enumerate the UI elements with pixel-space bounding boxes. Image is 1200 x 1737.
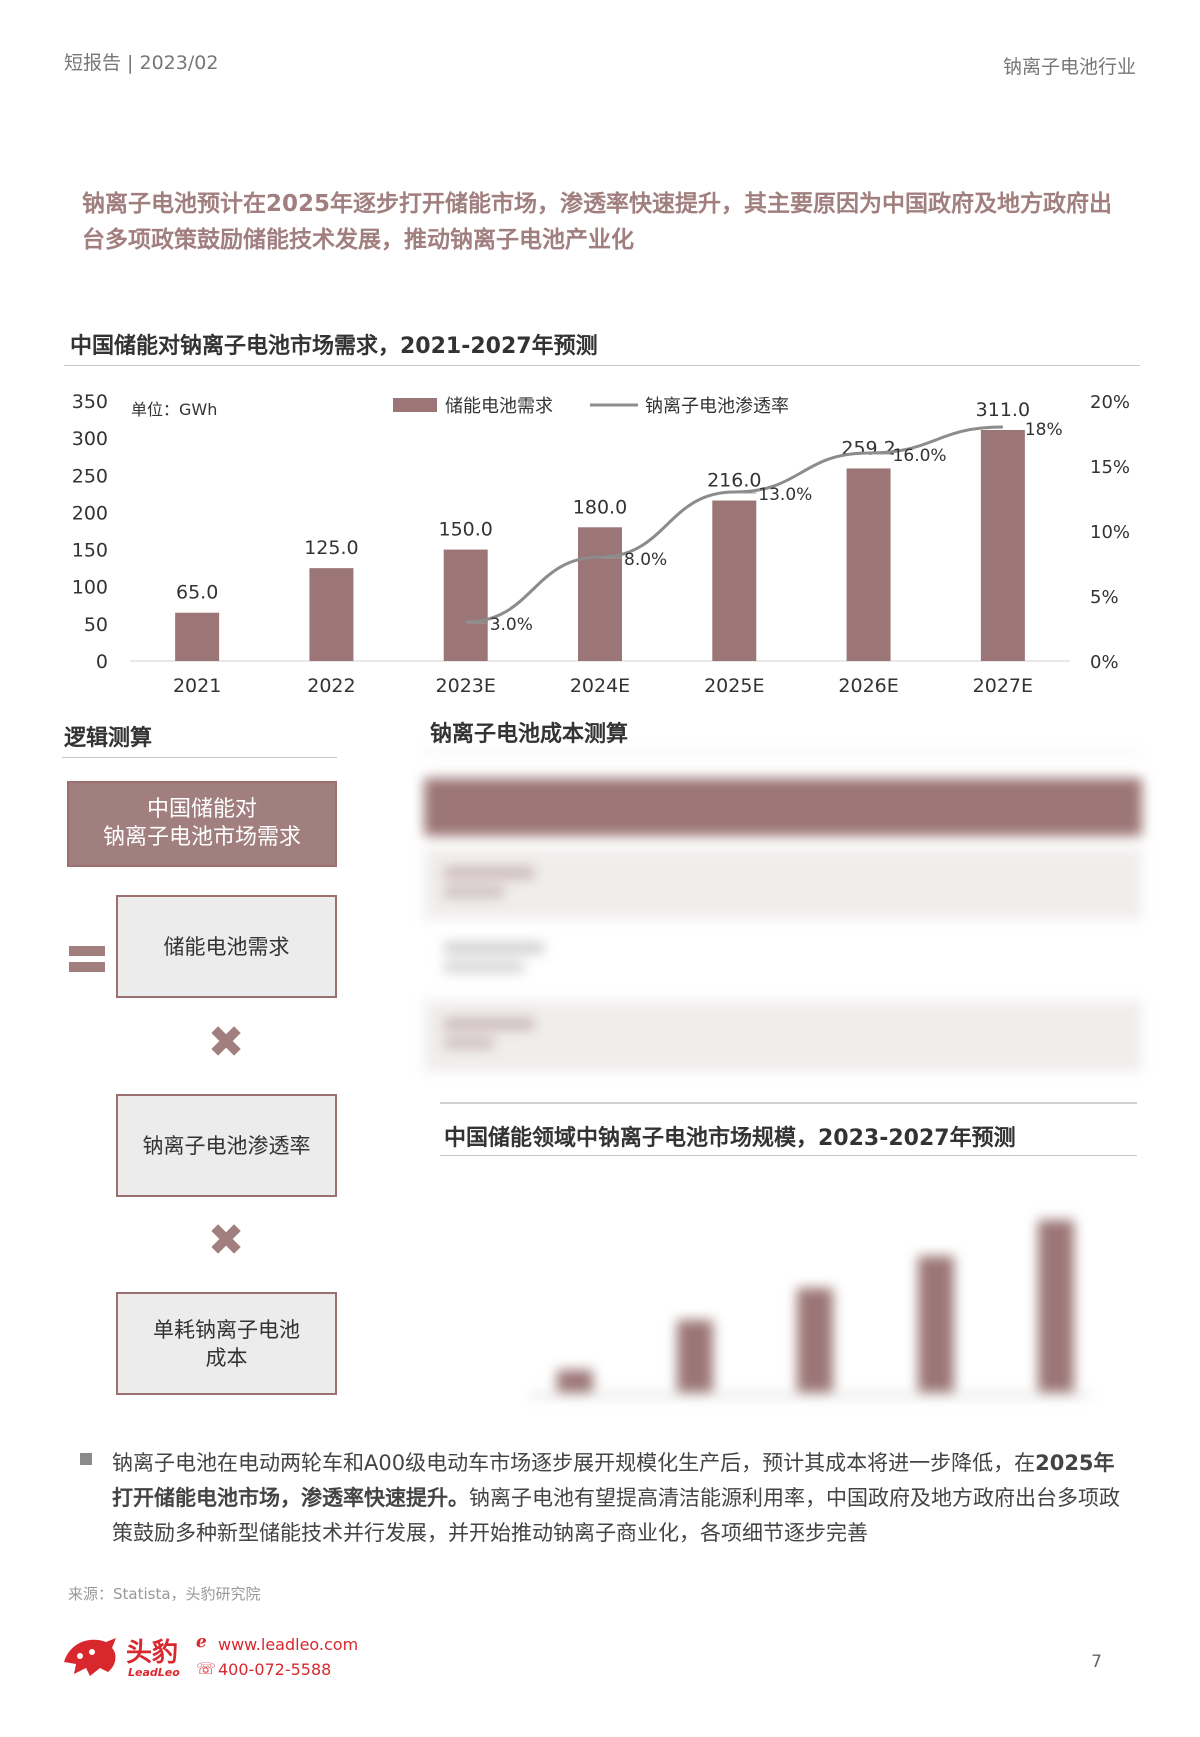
y-left-tick-label: 50: [84, 614, 108, 636]
bar-value-label: 216.0: [707, 470, 761, 492]
bar-value-label: 125.0: [304, 537, 358, 559]
lead-paragraph: 钠离子电池预计在2025年逐步打开储能市场，渗透率快速提升，其主要原因为中国政府…: [82, 191, 1113, 253]
logic-box-demand: 储能电池需求: [116, 895, 337, 998]
brand-name-en: LeadLeo: [128, 1666, 180, 1679]
x-tick-label: 2023E: [436, 675, 496, 697]
bar-value-label: 259.2: [841, 437, 895, 459]
bullet-icon: [80, 1453, 92, 1465]
y-left-tick-label: 100: [72, 577, 108, 599]
x-tick-label: 2021: [173, 675, 221, 697]
x-tick-label: 2024E: [570, 675, 630, 697]
logic-title-rule: [62, 757, 337, 758]
line-value-label: 18%: [1025, 420, 1063, 440]
page-number: 7: [1091, 1652, 1102, 1672]
y-left-tick-label: 200: [72, 502, 108, 524]
chart2-title-rule: [440, 1155, 1137, 1156]
line-value-label: 8.0%: [624, 550, 667, 570]
line-value-label: 16.0%: [893, 446, 947, 466]
bar-value-label: 311.0: [976, 399, 1030, 421]
line-value-label: 3.0%: [490, 615, 533, 635]
y-right-tick-label: 20%: [1090, 392, 1130, 413]
report-tag: 短报告 | 2023/02: [64, 52, 219, 74]
y-right-tick-label: 15%: [1090, 457, 1130, 478]
penetration-line: [465, 425, 1003, 624]
demand-chart: 0 50 100 150 200 250 300 350 0% 5% 10% 15% 20% 单位：GWh…: [72, 391, 1130, 697]
x-tick-label: 2026E: [838, 675, 898, 697]
industry-name: 钠离子电池行业: [1002, 56, 1136, 78]
footnote-part1: 钠离子电池在电动两轮车和A00级电动车市场逐步展开规模化生产后，预计其成本将进一…: [112, 1451, 1036, 1475]
bar-2026E: [846, 468, 891, 661]
y-left-tick-label: 300: [72, 428, 108, 450]
multiply-icon: ✖: [207, 1215, 245, 1266]
bar-value-label: 150.0: [439, 519, 493, 541]
cost-table-title: 钠离子电池成本测算: [430, 722, 629, 747]
line-value-label: 13.0%: [758, 485, 812, 505]
phone-number: 400-072-5588: [218, 1660, 332, 1679]
logic-main-box: 中国储能对 钠离子电池市场需求: [67, 781, 337, 867]
footnote-part2: 钠离子电池有望提高清洁能源利用率，中国政府及地方政府出台多项政策鼓励多种新型储能…: [112, 1486, 1120, 1545]
y-left-tick-label: 250: [72, 465, 108, 487]
cost-table-blurred: [424, 752, 1142, 1082]
legend-label-line: 钠离子电池渗透率: [645, 396, 789, 417]
chart2-title: 中国储能领域中钠离子电池市场规模，2023-2027年预测: [444, 1126, 1016, 1151]
leopard-logo-icon: [60, 1632, 120, 1682]
unit-label: 单位：GWh: [131, 400, 217, 419]
legend-label-bar: 储能电池需求: [445, 396, 553, 417]
bar-2022: [309, 568, 354, 661]
phone-icon: ☏: [196, 1659, 217, 1678]
bar-2025E: [712, 500, 757, 661]
bar-value-label: 180.0: [573, 496, 627, 518]
chart1-title: 中国储能对钠离子电池市场需求，2021-2027年预测: [70, 334, 598, 359]
y-left-tick-label: 150: [72, 540, 108, 562]
bar-2024E: [578, 527, 622, 661]
y-right-tick-label: 10%: [1090, 522, 1130, 543]
bar-2021: [175, 612, 220, 661]
y-right-tick-label: 5%: [1090, 587, 1119, 608]
bar-2023E: [443, 549, 488, 661]
chart2-top-rule: [440, 1102, 1137, 1104]
y-left-tick-label: 0: [96, 651, 108, 673]
y-right-tick-label: 0%: [1090, 652, 1119, 673]
logic-box-penetration: 钠离子电池渗透率: [116, 1094, 337, 1197]
logic-title: 逻辑测算: [64, 726, 153, 751]
web-icon: ℯ: [196, 1632, 207, 1652]
multiply-icon: ✖: [207, 1017, 245, 1068]
x-tick-label: 2027E: [973, 675, 1033, 697]
y-left-tick-label: 350: [72, 391, 108, 413]
source-note: 来源：Statista，头豹研究院: [68, 1585, 261, 1603]
bar-2027E: [980, 429, 1025, 661]
bar-value-label: 65.0: [176, 582, 218, 604]
market-size-chart-blurred: [440, 1168, 1137, 1428]
website-link[interactable]: www.leadleo.com: [218, 1635, 359, 1654]
x-tick-label: 2022: [307, 675, 355, 697]
footnote-paragraph: 钠离子电池在电动两轮车和A00级电动车市场逐步展开规模化生产后，预计其成本将进一…: [112, 1446, 1132, 1551]
footnote-bold: 2025年打开储能电池市场，渗透率快速提升。: [112, 1451, 1115, 1510]
chart1-title-rule: [64, 365, 1140, 366]
x-tick-label: 2025E: [704, 675, 764, 697]
equals-icon: [69, 946, 105, 972]
brand-name-cn: 头豹: [126, 1638, 179, 1668]
logic-box-unit-cost: 单耗钠离子电池 成本: [116, 1292, 337, 1395]
legend-swatch-bar: [393, 398, 437, 412]
